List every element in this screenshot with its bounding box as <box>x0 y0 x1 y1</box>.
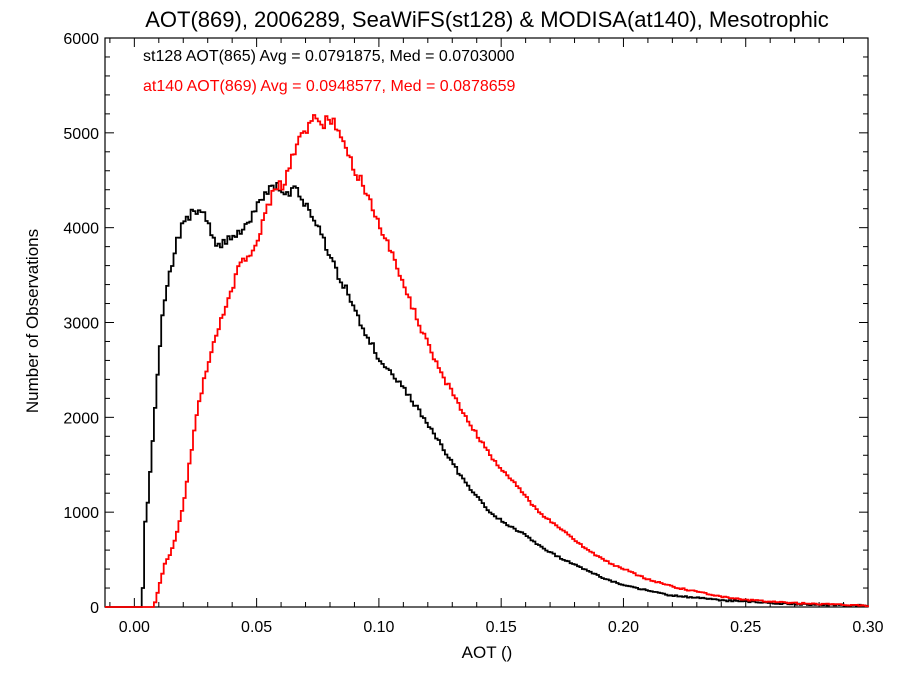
x-tick-label: 0.25 <box>730 619 761 636</box>
x-axis: 0.00 0.05 0.10 0.15 0.20 0.25 0.30 <box>109 38 884 636</box>
y-tick-label: 3000 <box>63 316 99 333</box>
y-axis: 0 1000 2000 3000 4000 5000 6000 <box>63 31 868 617</box>
legend-entry-2: at140 AOT(869) Avg = 0.0948577, Med = 0.… <box>143 78 516 95</box>
x-tick-label: 0.05 <box>241 619 272 636</box>
y-tick-label: 0 <box>90 600 99 617</box>
x-tick-label: 0.20 <box>608 619 639 636</box>
y-tick-label: 6000 <box>63 31 99 48</box>
series-layer <box>105 114 869 608</box>
series-line-2 <box>105 114 869 608</box>
x-tick-label: 0.30 <box>852 619 883 636</box>
y-tick-label: 2000 <box>63 410 99 427</box>
y-tick-label: 5000 <box>63 126 99 143</box>
x-tick-label: 0.15 <box>486 619 517 636</box>
x-tick-label: 0.10 <box>363 619 394 636</box>
y-tick-label: 4000 <box>63 221 99 238</box>
legend-entry-1: st128 AOT(865) Avg = 0.0791875, Med = 0.… <box>143 48 515 65</box>
chart-title: AOT(869), 2006289, SeaWiFS(st128) & MODI… <box>145 7 829 32</box>
y-axis-label: Number of Observations <box>23 229 42 413</box>
x-axis-label: AOT () <box>462 643 513 662</box>
x-tick-label: 0.00 <box>119 619 150 636</box>
legend: st128 AOT(865) Avg = 0.0791875, Med = 0.… <box>143 48 516 95</box>
series-line-1 <box>105 182 869 608</box>
y-tick-label: 1000 <box>63 505 99 522</box>
